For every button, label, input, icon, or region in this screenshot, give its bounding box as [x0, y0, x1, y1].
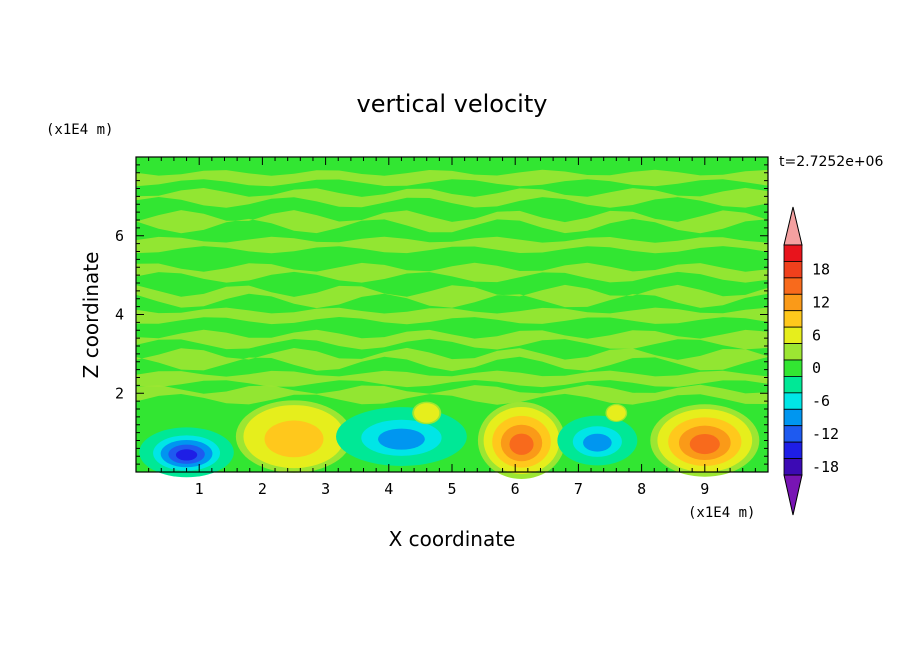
band-5 — [136, 284, 768, 309]
cell-5-level-2 — [583, 433, 612, 452]
x-unit-label: (x1E4 m) — [688, 505, 755, 521]
x-tick-label: 5 — [447, 480, 456, 498]
y-tick-label: 4 — [115, 306, 124, 324]
colorbar — [783, 206, 803, 516]
band-1 — [136, 187, 768, 208]
plot-banding — [136, 169, 768, 405]
colorbar-level-3 — [783, 293, 803, 312]
band-9 — [136, 370, 768, 388]
cell-7-level-3 — [689, 434, 720, 455]
colorbar-level-0 — [783, 244, 803, 262]
band-0 — [136, 169, 768, 187]
y-unit-label: (x1E4 m) — [46, 122, 113, 138]
y-tick-label: 6 — [115, 227, 124, 245]
band-10 — [136, 384, 768, 405]
x-tick-label: 3 — [321, 480, 330, 498]
x-tick-label: 4 — [384, 480, 393, 498]
colorbar-level-13 — [783, 458, 803, 476]
colorbar-bottom-arrow — [783, 474, 803, 516]
cell-1-level-1 — [264, 420, 324, 458]
colorbar-level-1 — [783, 261, 803, 279]
y-axis-label: Z coordinate — [79, 252, 103, 379]
x-tick-label: 8 — [637, 480, 646, 498]
band-6 — [136, 307, 768, 325]
x-axis-label: X coordinate — [389, 527, 516, 551]
plot-velocity-cells — [139, 400, 760, 479]
band-2 — [136, 210, 768, 234]
x-tick-label: 2 — [258, 480, 267, 498]
chart-title: vertical velocity — [357, 90, 548, 118]
cell-3-level-0 — [414, 403, 440, 423]
colorbar-tick-label: 18 — [812, 261, 830, 279]
colorbar-tick-label: -6 — [812, 392, 830, 410]
cell-4-level-3 — [509, 433, 534, 455]
colorbar-level-5 — [783, 326, 803, 344]
colorbar-level-9 — [783, 392, 803, 410]
colorbar-level-6 — [783, 343, 803, 361]
colorbar-level-8 — [783, 376, 803, 394]
x-axis-ticks: 1 2 3 4 5 6 7 8 9 — [135, 157, 769, 498]
colorbar-tick-label: 12 — [812, 294, 830, 312]
cell-0-level-4 — [175, 449, 198, 461]
colorbar-tick-label: 0 — [812, 359, 821, 377]
band-7 — [136, 329, 768, 350]
x-tick-label: 1 — [195, 480, 204, 498]
x-tick-label: 7 — [574, 480, 583, 498]
colorbar-tick-label: -18 — [812, 458, 839, 476]
band-8 — [136, 347, 768, 372]
colorbar-level-12 — [783, 441, 803, 459]
band-4 — [136, 262, 768, 283]
cell-6-level-0 — [606, 405, 626, 421]
colorbar-tick-label: 6 — [812, 326, 821, 344]
colorbar-level-11 — [783, 425, 803, 443]
colorbar-ticks: 18 12 6 0 -6 -12 -18 — [812, 261, 839, 476]
colorbar-level-7 — [783, 359, 803, 377]
colorbar-level-10 — [783, 408, 803, 427]
band-3 — [136, 236, 768, 254]
x-tick-label: 9 — [700, 480, 709, 498]
colorbar-level-4 — [783, 310, 803, 328]
time-label: t=2.7252e+06 — [779, 154, 883, 170]
colorbar-level-2 — [783, 277, 803, 295]
y-tick-label: 2 — [115, 384, 124, 402]
colorbar-tick-label: -12 — [812, 425, 839, 443]
x-tick-label: 6 — [511, 480, 520, 498]
y-axis-ticks: 2 4 6 — [115, 156, 768, 473]
cell-2-level-2 — [378, 428, 425, 450]
